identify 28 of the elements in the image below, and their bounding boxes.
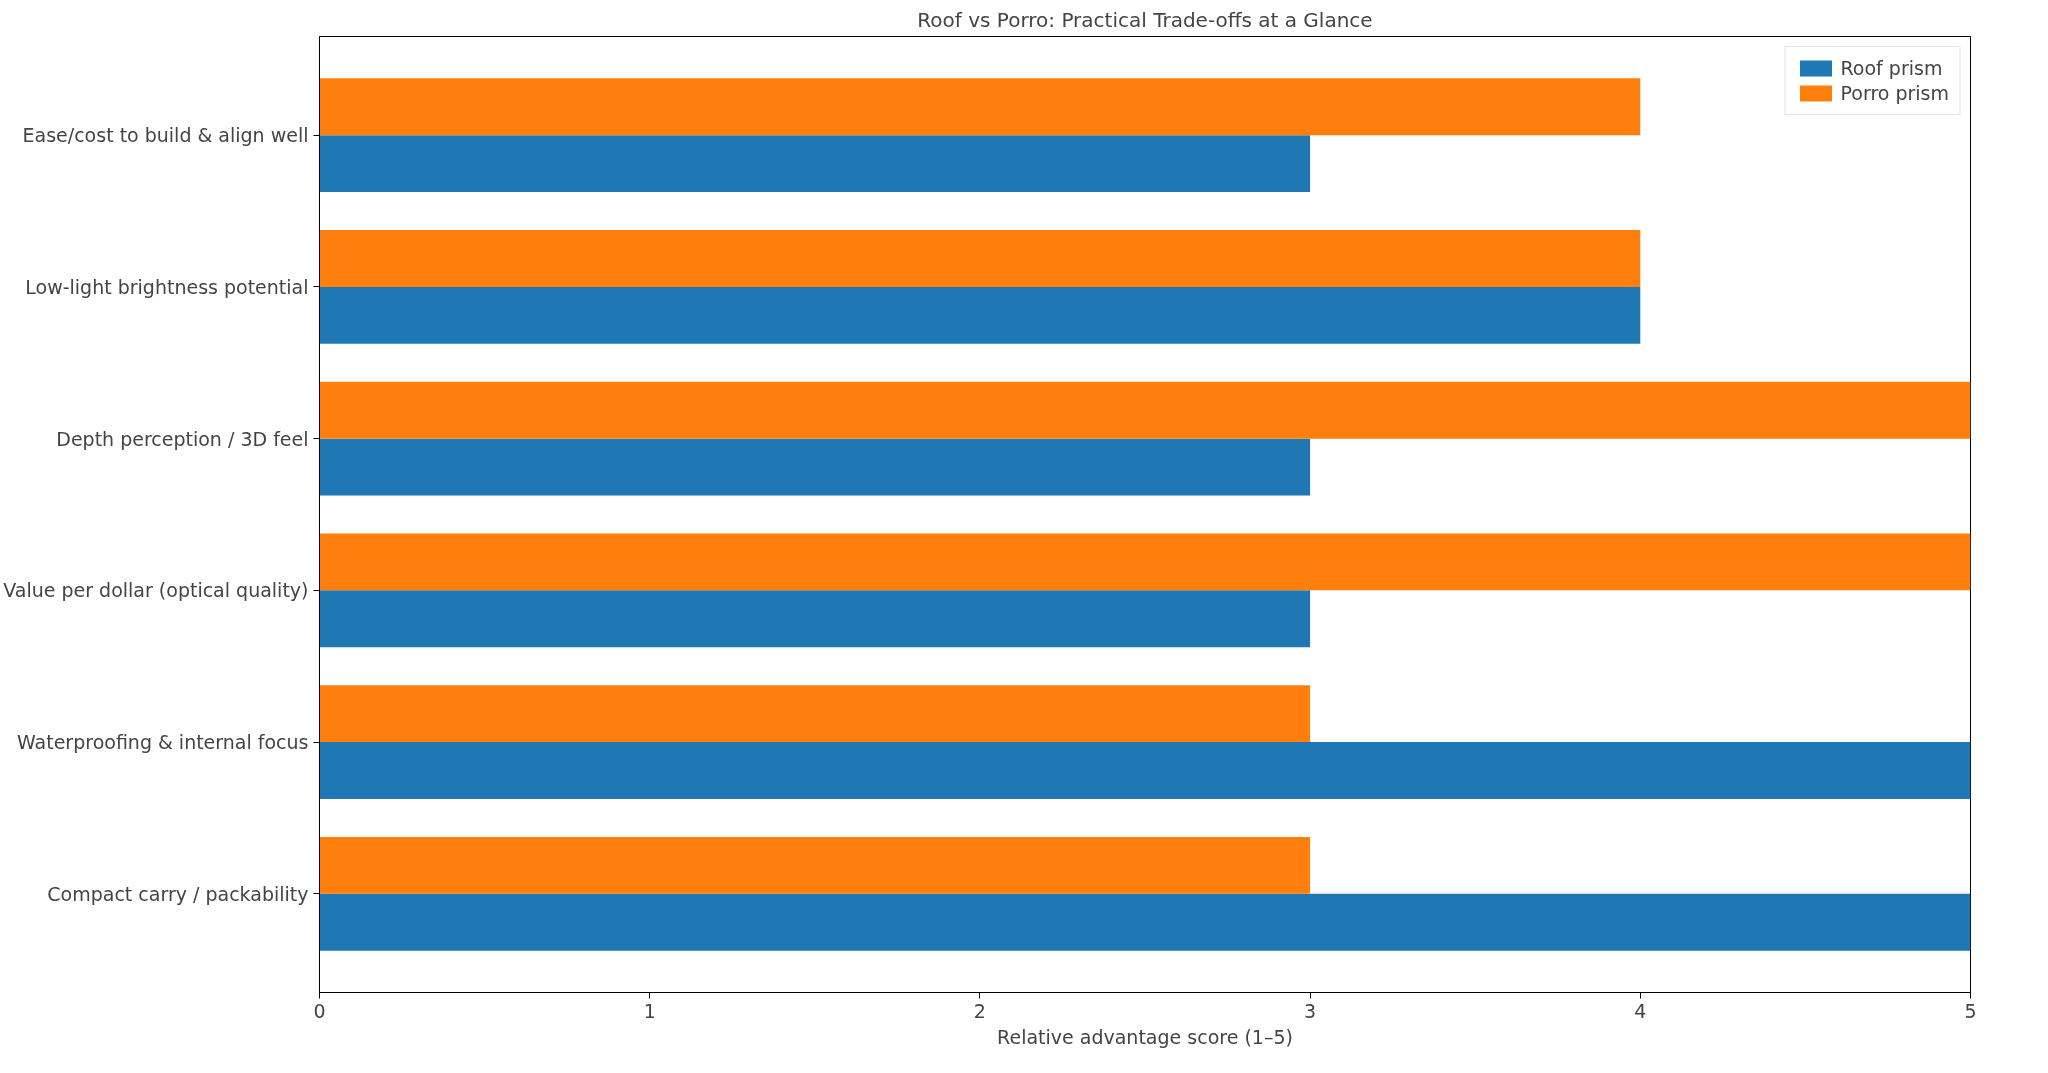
y-tick-label: Value per dollar (optical quality) [3,579,309,602]
x-tick-label: 5 [1964,999,1977,1022]
bar [319,135,1311,193]
bar [319,590,1311,648]
bar [319,438,1311,496]
y-tick-label: Ease/cost to build & align well [22,124,309,147]
x-tick-label: 2 [973,999,986,1022]
y-tick-label: Low-light brightness potential [25,275,309,298]
x-tick-label: 1 [643,999,656,1022]
x-tick-label: 3 [1304,999,1317,1022]
x-axis-title: Relative advantage score (1–5) [997,1025,1293,1048]
y-tick-label: Depth perception / 3D feel [56,427,309,450]
bar [319,836,1311,894]
bar [319,685,1311,743]
x-tick-label: 4 [1634,999,1647,1022]
bar [319,893,1971,951]
x-tick-label: 0 [313,999,326,1022]
legend-label: Porro prism [1840,82,1949,104]
bar [319,533,1971,591]
bar [319,381,1971,439]
bar [319,286,1641,344]
y-tick-label: Compact carry / packability [47,882,309,905]
bar [319,229,1641,287]
bar [319,78,1641,136]
chart-title: Roof vs Porro: Practical Trade-offs at a Glance [917,7,1373,32]
legend-label: Roof prism [1840,57,1943,79]
y-tick-label: Waterproofing & internal focus [17,731,309,754]
bar [319,742,1971,800]
